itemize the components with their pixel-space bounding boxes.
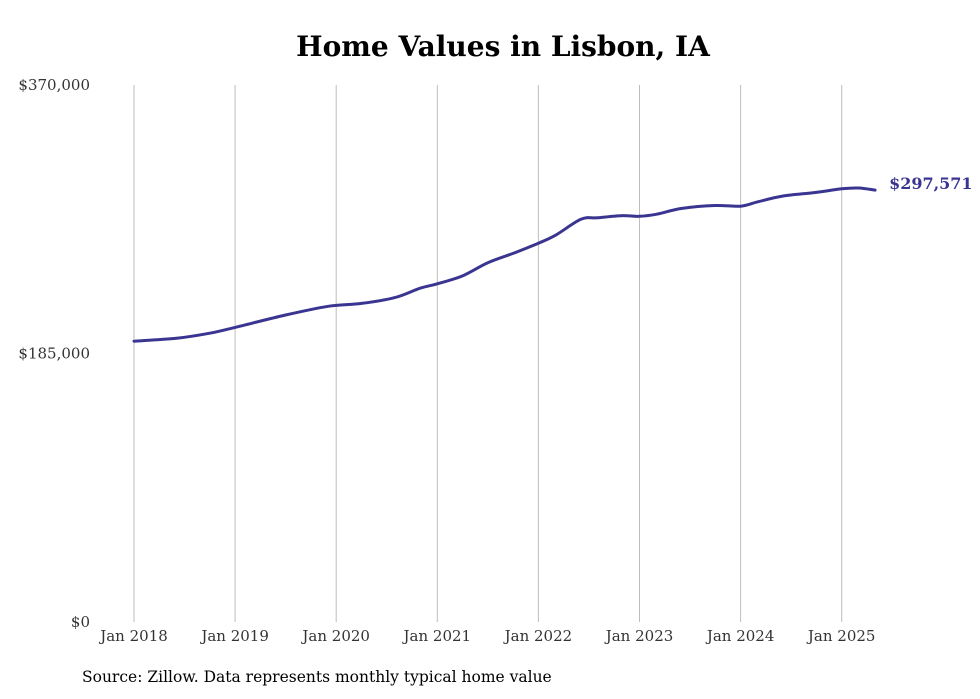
grid-lines xyxy=(133,85,843,622)
series-group xyxy=(132,186,877,343)
x-tick-label: Jan 2020 xyxy=(300,627,370,645)
y-tick-label: $185,000 xyxy=(18,345,90,363)
x-tick-label: Jan 2024 xyxy=(705,627,775,645)
y-axis-ticks: $0 $185,000 $370,000 xyxy=(18,76,90,631)
y-tick-label: $370,000 xyxy=(18,76,90,94)
x-tick-label: Jan 2025 xyxy=(806,627,876,645)
x-tick-label: Jan 2023 xyxy=(604,627,674,645)
source-note: Source: Zillow. Data represents monthly … xyxy=(82,668,552,686)
x-tick-label: Jan 2019 xyxy=(199,627,269,645)
x-tick-label: Jan 2021 xyxy=(402,627,472,645)
x-axis-ticks: Jan 2018 Jan 2019 Jan 2020 Jan 2021 Jan 2022… xyxy=(98,627,875,645)
x-tick-label: Jan 2022 xyxy=(503,627,573,645)
series-line xyxy=(132,186,877,343)
y-tick-label: $0 xyxy=(71,613,90,631)
x-tick-label: Jan 2018 xyxy=(98,627,168,645)
chart-title: Home Values in Lisbon, IA xyxy=(296,30,710,63)
end-value-label: $297,571 xyxy=(889,174,973,193)
